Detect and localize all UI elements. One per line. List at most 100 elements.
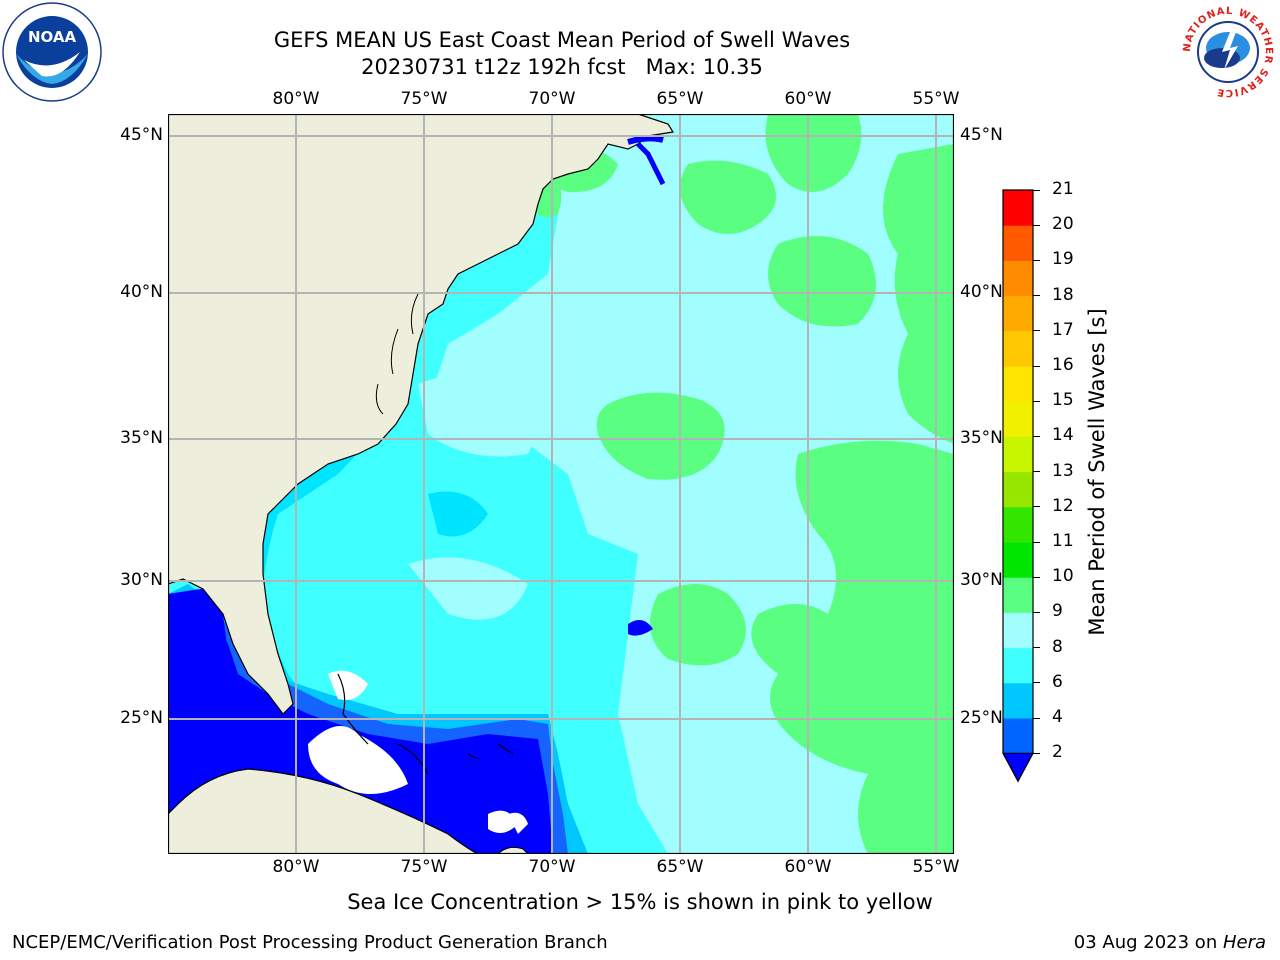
colorbar-segment — [1003, 647, 1033, 684]
colorbar-tick-mark — [1033, 576, 1040, 578]
colorbar-segment — [1003, 190, 1033, 226]
colorbar-tick-mark — [1033, 647, 1040, 649]
lat-label-right: 45°N — [960, 125, 1003, 145]
coast-detail — [337, 673, 514, 775]
colorbar-tick-mark — [1033, 752, 1040, 754]
footer-date-text: 03 Aug 2023 on — [1073, 932, 1223, 953]
green-swell-patch — [751, 440, 954, 854]
lon-label-top: 80°W — [272, 89, 320, 109]
chart-subtitle: 20230731 t12z 192h fcst Max: 10.35 — [361, 55, 763, 79]
nodata-patch — [508, 812, 528, 834]
colorbar-under-triangle — [1002, 752, 1034, 783]
colorbar-segment — [1003, 225, 1033, 261]
colorbar-tick-mark — [1033, 259, 1040, 261]
green-swell-patch — [533, 174, 562, 218]
colorbar-tick-mark — [1033, 330, 1040, 332]
colorbar-segment — [1003, 718, 1033, 754]
land-cuba — [168, 768, 479, 854]
colorbar-tick-mark — [1033, 400, 1040, 402]
gulf-deep — [168, 588, 228, 674]
colorbar-tick-mark — [1033, 189, 1040, 191]
colorbar-tick-label: 13 — [1052, 460, 1074, 481]
colorbar-tick-label: 17 — [1052, 319, 1074, 340]
lon-label-bottom: 75°W — [400, 857, 448, 877]
sea-ice-caption: Sea Ice Concentration > 15% is shown in … — [347, 890, 933, 914]
light-swell-region — [418, 375, 535, 457]
lon-label-bottom: 65°W — [656, 857, 704, 877]
colorbar-tick-label: 19 — [1052, 249, 1074, 270]
noaa-logo: NOAA — [2, 2, 102, 102]
lon-label-top: 70°W — [528, 89, 576, 109]
colorbar-label: Mean Period of Swell Waves [s] — [1085, 308, 1109, 636]
green-swell-patch — [596, 392, 725, 480]
colorbar-tick-label: 14 — [1052, 425, 1074, 446]
colorbar-segment — [1003, 366, 1033, 402]
footer-machine: Hera — [1222, 932, 1266, 953]
colorbar-tick-label: 11 — [1052, 531, 1074, 551]
colorbar-tick-label: 4 — [1052, 707, 1063, 727]
colorbar-segment — [1003, 295, 1033, 332]
green-swell-patch — [650, 584, 746, 666]
colorbar-tick-label: 2 — [1052, 742, 1063, 763]
colorbar-tick-mark — [1033, 471, 1040, 473]
land-hispaniola — [497, 846, 529, 854]
lon-label-bottom: 70°W — [528, 857, 576, 877]
chart-title: GEFS MEAN US East Coast Mean Period of S… — [273, 28, 851, 52]
green-swell-patch — [765, 114, 862, 192]
lon-label-top: 55°W — [912, 89, 960, 109]
coast-detail — [627, 135, 664, 145]
near-coast-band — [428, 491, 488, 537]
nodata-patch — [328, 670, 368, 700]
colorbar-tick-label: 20 — [1052, 214, 1074, 235]
colorbar-tick-mark — [1033, 611, 1040, 613]
colorbar-tick-mark — [1033, 365, 1040, 367]
colorbar-tick-label: 21 — [1052, 179, 1074, 199]
colorbar-tick-label: 9 — [1052, 601, 1063, 622]
noaa-logo-text: NOAA — [28, 28, 77, 46]
colorbar-outline — [1002, 189, 1034, 783]
colorbar-tick-mark — [1033, 541, 1040, 543]
colorbar-segment — [1003, 330, 1033, 367]
colorbar-segment — [1003, 682, 1033, 719]
colorbar-tick-label: 15 — [1052, 390, 1074, 411]
lat-label-left: 40°N — [120, 282, 163, 302]
lat-label-left: 35°N — [120, 428, 163, 448]
footer-date: 03 Aug 2023 on Hera — [1074, 932, 1266, 953]
lat-label-right: 30°N — [960, 570, 1003, 590]
map-panel — [167, 113, 955, 855]
light-swell-region — [408, 557, 528, 620]
lon-label-bottom: 55°W — [912, 857, 960, 877]
colorbar-tick-mark — [1033, 717, 1040, 719]
lon-label-bottom: 80°W — [272, 857, 320, 877]
colorbar-segment — [1003, 542, 1033, 578]
colorbar-segment — [1003, 260, 1033, 297]
green-swell-patch — [680, 160, 776, 234]
nodata-patch — [308, 726, 408, 794]
colorbar-segment — [1003, 612, 1033, 649]
colorbar-tick-mark — [1033, 295, 1040, 297]
colorbar-tick-label: 12 — [1052, 495, 1074, 516]
colorbar-tick-mark — [1033, 506, 1040, 508]
colorbar-tick-mark — [1033, 224, 1040, 226]
lat-label-right: 40°N — [960, 282, 1003, 302]
colorbar-tick-mark — [1033, 682, 1040, 684]
colorbar-segment — [1003, 401, 1033, 437]
colorbar — [1000, 186, 1042, 786]
colorbar-segment — [1003, 577, 1033, 613]
colorbar-tick-label: 6 — [1052, 671, 1063, 692]
coast-detail — [375, 293, 419, 415]
colorbar-segment — [1003, 506, 1033, 543]
coast-detail — [636, 142, 666, 186]
colorbar-segment — [1003, 471, 1033, 508]
lat-label-left: 25°N — [120, 708, 163, 728]
colorbar-tick-label: 8 — [1052, 636, 1063, 657]
gridlines — [168, 114, 954, 854]
colorbar-tick-label: 18 — [1052, 284, 1074, 305]
footer-credit: NCEP/EMC/Verification Post Processing Pr… — [12, 932, 608, 953]
lon-label-top: 65°W — [656, 89, 704, 109]
colorbar-tick-label: 10 — [1052, 566, 1074, 587]
colorbar-segment — [1003, 436, 1033, 473]
green-swell-patch — [768, 236, 876, 327]
land-north-america — [168, 114, 674, 715]
lat-label-left: 30°N — [120, 570, 163, 590]
